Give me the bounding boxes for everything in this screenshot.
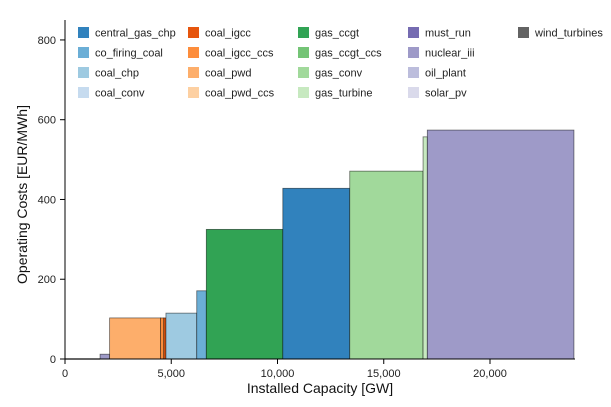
bar-central_gas_chp-8[interactable] [282,187,351,360]
legend-swatch-coal_igcc_ccs [188,47,199,58]
legend-label-coal_pwd: coal_pwd [205,68,251,80]
legend-label-co_firing_coal: co_firing_coal [95,48,163,60]
legend-swatch-must_run [408,27,419,38]
legend-swatch-co_firing_coal [78,47,89,58]
x-tick-label: 10,000 [261,368,295,380]
x-tick-label: 0 [62,368,68,380]
legend: central_gas_chpco_firing_coalcoal_chpcoa… [78,27,603,100]
y-tick-label: 800 [38,35,56,47]
x-tick-label: 20,000 [473,368,507,380]
x-tick-label: 5,000 [157,368,185,380]
bar-nuclear_iii-11[interactable] [426,129,575,360]
y-tick-label: 600 [38,115,56,127]
legend-swatch-solar_pv [408,87,419,98]
legend-label-gas_ccgt: gas_ccgt [315,28,359,40]
y-tick-label: 400 [38,194,56,206]
bar-coal_pwd-2[interactable] [109,317,162,360]
legend-label-solar_pv: solar_pv [425,88,467,100]
legend-label-coal_pwd_ccs: coal_pwd_ccs [205,88,275,100]
legend-label-gas_ccgt_ccs: gas_ccgt_ccs [315,48,382,60]
legend-swatch-central_gas_chp [78,27,89,38]
legend-swatch-wind_turbines [518,27,529,38]
legend-swatch-gas_ccgt_ccs [298,47,309,58]
legend-swatch-gas_conv [298,67,309,78]
y-tick-label: 200 [38,274,56,286]
legend-swatch-gas_ccgt [298,27,309,38]
y-axis: 0 200 400 600 800 [38,20,66,366]
legend-label-coal_conv: coal_conv [95,88,145,100]
plot-area [65,129,575,360]
legend-swatch-coal_pwd_ccs [188,87,199,98]
x-axis-label: Installed Capacity [GW] [247,380,393,396]
bar-coal_igcc_ccs-3[interactable] [160,317,165,360]
legend-label-coal_igcc_ccs: coal_igcc_ccs [205,48,274,60]
bar-gas_conv-9[interactable] [349,170,424,360]
legend-label-gas_turbine: gas_turbine [315,88,373,100]
legend-label-coal_chp: coal_chp [95,68,139,80]
legend-swatch-oil_plant [408,67,419,78]
legend-swatch-coal_chp [78,67,89,78]
bar-coal_chp-5[interactable] [165,312,198,360]
bar-gas_ccgt-7[interactable] [205,228,284,360]
y-tick-label: 0 [50,354,56,366]
legend-swatch-coal_conv [78,87,89,98]
bar-gas_turbine-10[interactable] [422,136,428,360]
x-tick-label: 15,000 [367,368,401,380]
legend-label-central_gas_chp: central_gas_chp [95,28,176,40]
legend-label-gas_conv: gas_conv [315,68,363,80]
bar-co_firing_coal-6[interactable] [196,290,207,360]
legend-label-oil_plant: oil_plant [425,68,466,80]
y-axis-label: Operating Costs [EUR/MWh] [14,105,30,284]
legend-label-must_run: must_run [425,28,471,40]
legend-label-wind_turbines: wind_turbines [534,28,603,40]
legend-swatch-nuclear_iii [408,47,419,58]
legend-swatch-coal_pwd [188,67,199,78]
legend-swatch-gas_turbine [298,87,309,98]
bar-nuclear_iii-1[interactable] [99,353,111,360]
legend-swatch-coal_igcc [188,27,199,38]
x-axis: 0 5,000 10,000 15,000 20,000 [62,358,575,380]
legend-label-nuclear_iii: nuclear_iii [425,48,475,60]
legend-label-coal_igcc: coal_igcc [205,28,251,40]
